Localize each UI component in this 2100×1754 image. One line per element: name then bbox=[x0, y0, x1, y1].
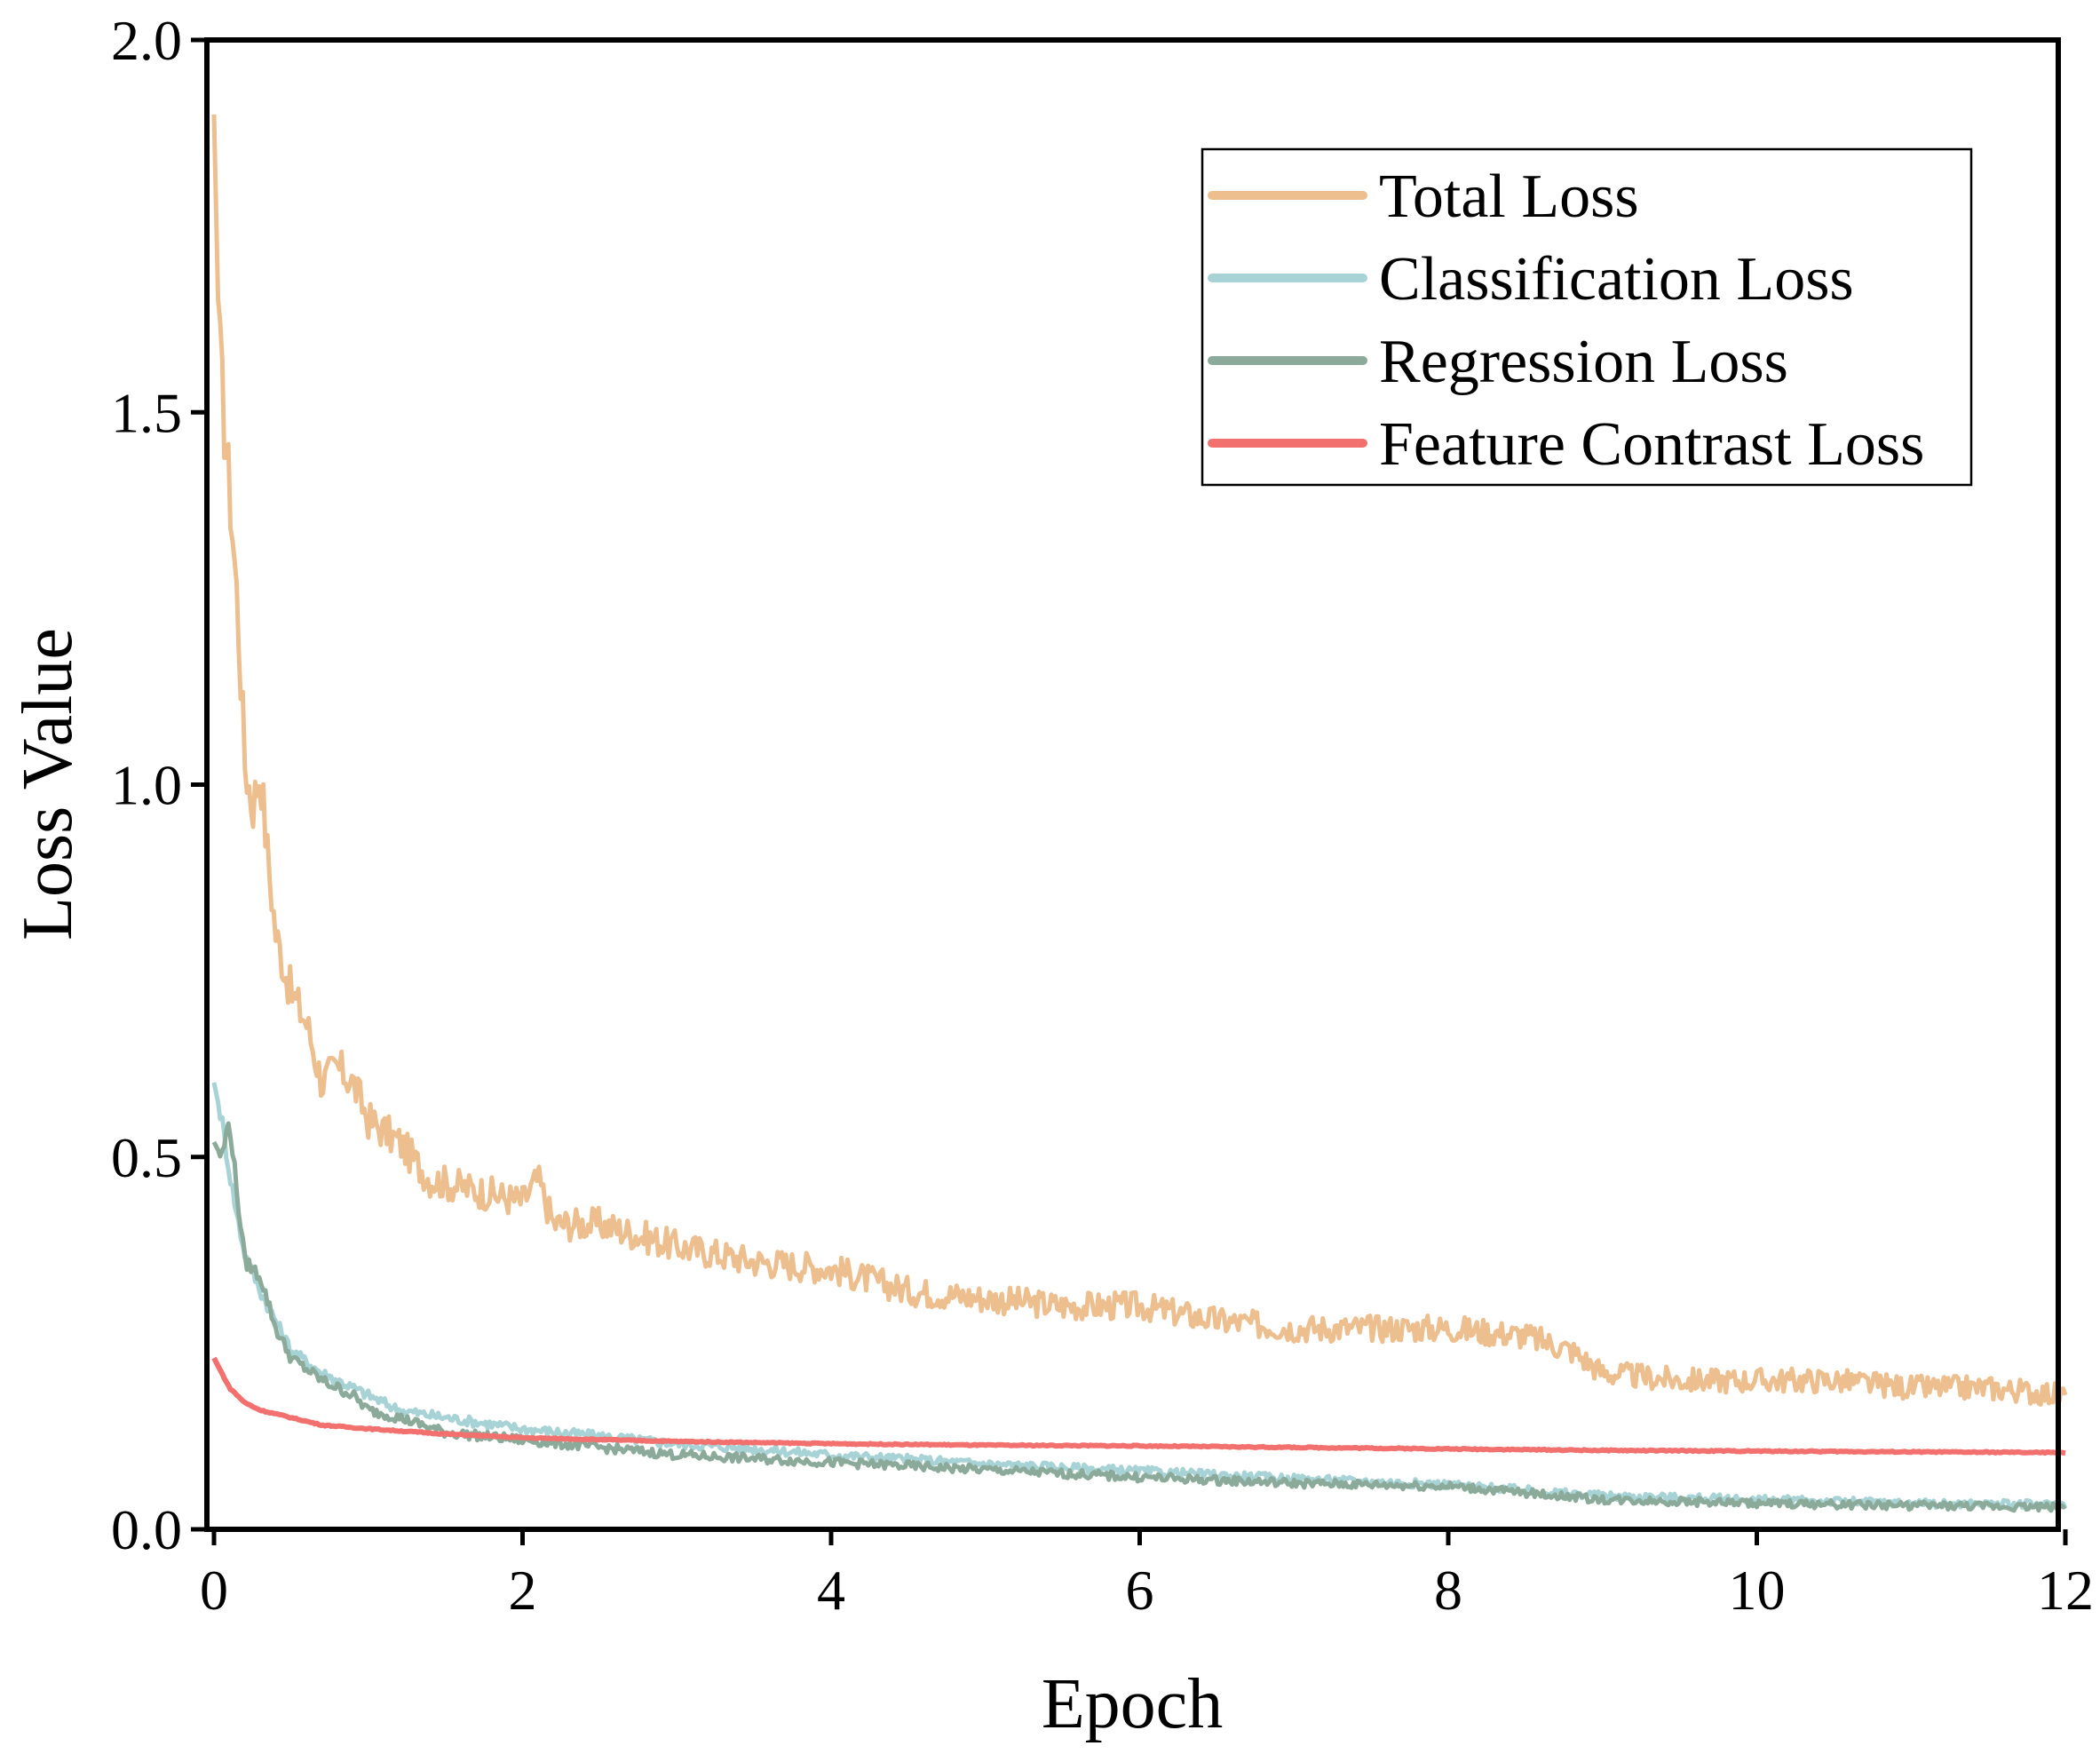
legend-label: Classification Loss bbox=[1379, 245, 1854, 313]
y-tick-label: 1.0 bbox=[111, 754, 182, 817]
legend-label: Total Loss bbox=[1379, 163, 1639, 231]
y-tick-label: 1.5 bbox=[111, 381, 182, 444]
x-tick-label: 8 bbox=[1434, 1559, 1462, 1622]
ticks-layer: 0 2 4 6 8 10 12 0.0 0.5 1.0 1.5 2.0 bbox=[111, 9, 2094, 1622]
x-tick-label: 4 bbox=[817, 1559, 845, 1622]
x-tick-label: 10 bbox=[1729, 1559, 1786, 1622]
legend: Total Loss Classification Loss Regression … bbox=[1201, 147, 1973, 487]
x-tick-label: 6 bbox=[1126, 1559, 1154, 1622]
series-line-feature-contrast-loss bbox=[211, 1356, 2066, 1456]
x-axis-title: Epoch bbox=[1042, 1665, 1223, 1743]
x-tick-label: 2 bbox=[509, 1559, 537, 1622]
legend-items: Total Loss Classification Loss Regression … bbox=[1208, 163, 1924, 479]
x-tick-label: 12 bbox=[2037, 1559, 2094, 1622]
x-tick-label: 0 bbox=[200, 1559, 228, 1622]
series-line-total-loss bbox=[211, 114, 2068, 1407]
legend-label: Feature Contrast Loss bbox=[1379, 410, 1924, 479]
legend-box bbox=[1201, 147, 1973, 487]
y-tick-label: 2.0 bbox=[111, 9, 182, 72]
y-tick-label: 0.5 bbox=[111, 1126, 182, 1189]
y-tick-label: 0.0 bbox=[111, 1498, 182, 1561]
legend-label: Regression Loss bbox=[1379, 328, 1788, 396]
series-layer bbox=[211, 114, 2068, 1513]
y-axis-title: Loss Value bbox=[9, 628, 87, 940]
series-line-regression-loss bbox=[211, 1121, 2067, 1513]
